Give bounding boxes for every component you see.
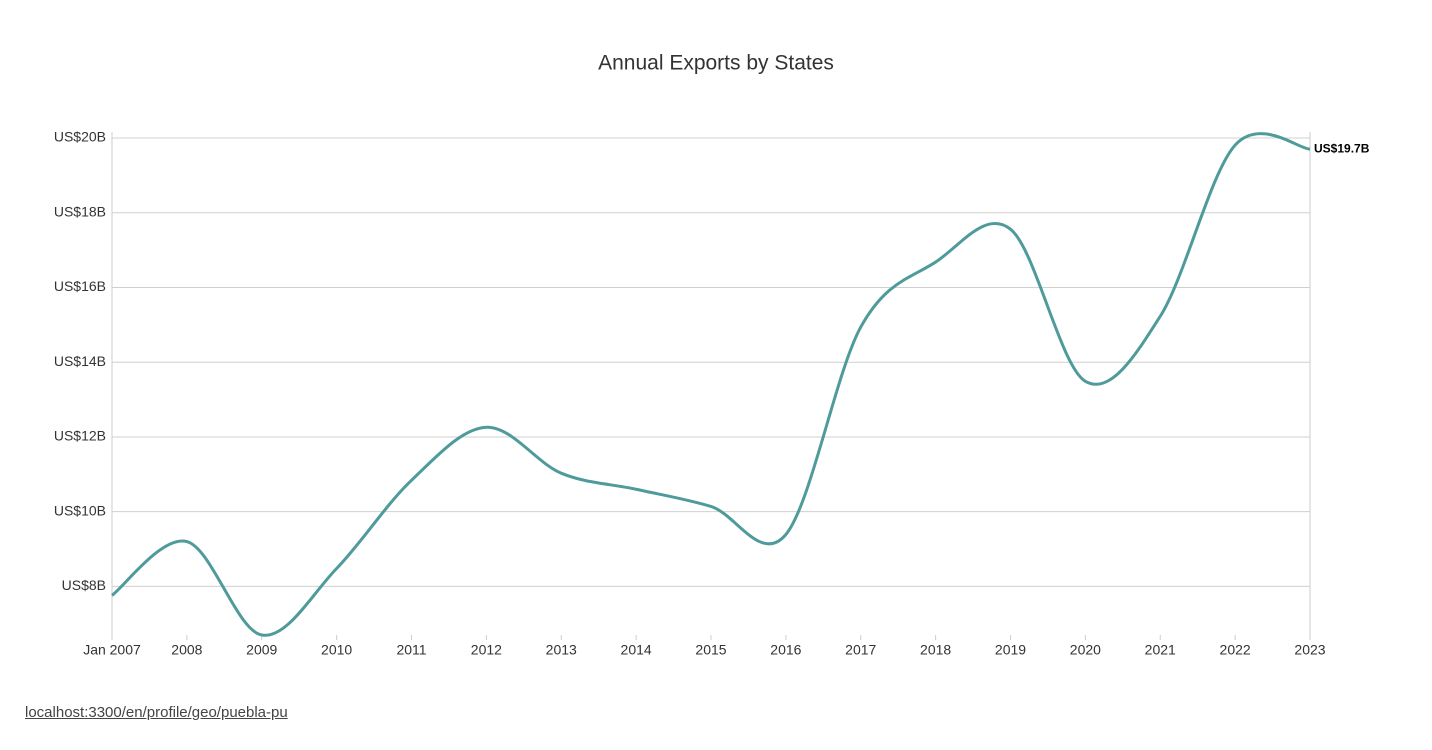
y-tick-label: US$8B [62, 577, 106, 593]
y-tick-label: US$20B [54, 129, 106, 145]
value-label: US$19.7B [1314, 141, 1370, 155]
x-tick-label: 2012 [471, 642, 502, 658]
x-tick-label: 2010 [321, 642, 352, 658]
y-tick-label: US$10B [54, 502, 106, 518]
x-tick-label: 2017 [845, 642, 876, 658]
y-tick-label: US$18B [54, 203, 106, 219]
chart-title: Annual Exports by States [598, 52, 834, 75]
y-tick-label: US$14B [54, 353, 106, 369]
y-tick-label: US$16B [54, 278, 106, 294]
x-tick-label: 2019 [995, 642, 1026, 658]
x-tick-label: 2009 [246, 642, 277, 658]
x-tick-label: 2011 [396, 642, 426, 658]
chart: Annual Exports by States US$8B US$10B US$1… [54, 52, 1370, 658]
x-tick-label: 2021 [1145, 642, 1176, 658]
x-tick-label: 2023 [1294, 642, 1325, 658]
x-tick-label: 2018 [920, 642, 951, 658]
y-tick-label: US$12B [54, 428, 106, 444]
x-tick-label: 2020 [1070, 642, 1101, 658]
x-tick-label: 2008 [171, 642, 202, 658]
x-tick-label: 2013 [546, 642, 577, 658]
x-tick-label: Jan 2007 [83, 642, 141, 658]
x-tick-label: 2016 [770, 642, 801, 658]
x-tick-label: 2014 [621, 642, 652, 658]
x-tick-label: 2015 [695, 642, 726, 658]
line [111, 132, 1311, 637]
url-link[interactable]: localhost:3300/en/profile/geo/puebla-pu [25, 704, 288, 721]
x-tick-label: 2022 [1220, 642, 1251, 658]
